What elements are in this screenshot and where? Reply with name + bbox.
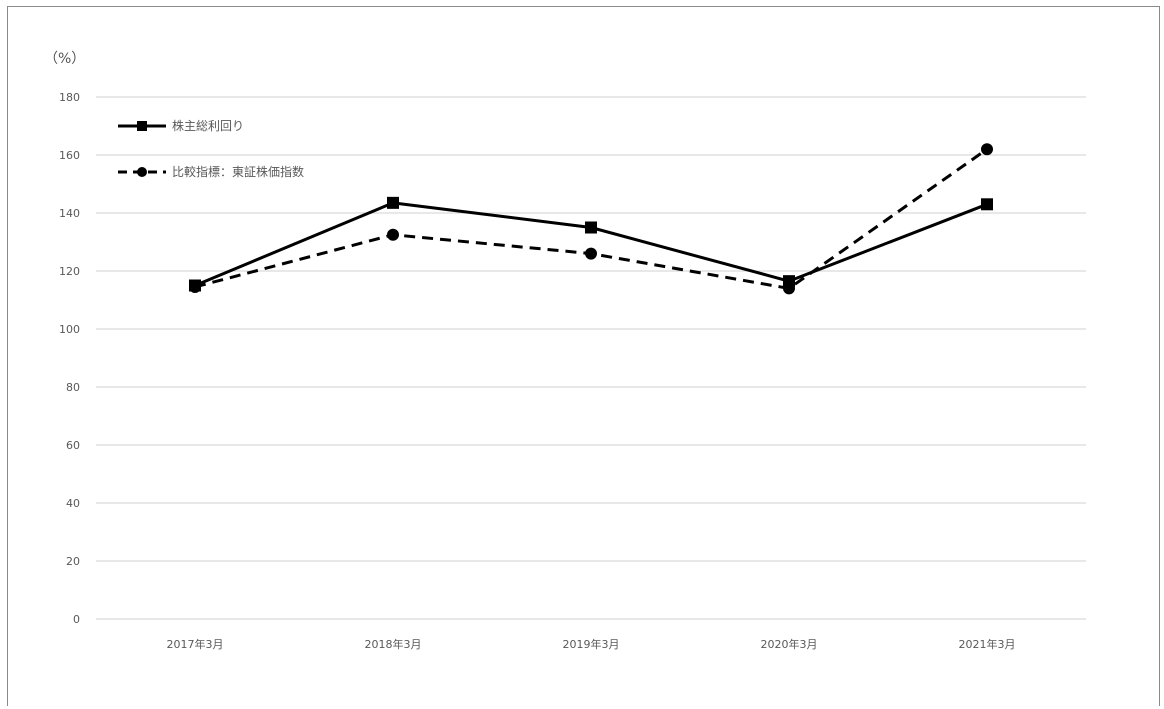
series-lines bbox=[189, 143, 993, 295]
data-point-square bbox=[981, 198, 993, 211]
y-tick-label: 180 bbox=[59, 91, 80, 104]
y-tick-label: 60 bbox=[66, 439, 80, 452]
y-tick-label: 40 bbox=[66, 497, 80, 510]
y-tick-label: 0 bbox=[73, 613, 80, 626]
legend-marker-square bbox=[137, 121, 147, 131]
data-point-circle bbox=[783, 282, 795, 295]
series-line-0 bbox=[194, 201, 988, 287]
y-tick-label: 160 bbox=[59, 149, 80, 162]
data-point-square bbox=[387, 196, 399, 209]
x-tick-label: 2019年3月 bbox=[563, 637, 620, 651]
x-tick-label: 2020年3月 bbox=[761, 637, 818, 651]
data-point-circle bbox=[981, 143, 993, 156]
data-point-circle bbox=[585, 247, 597, 260]
data-point-square bbox=[585, 221, 597, 234]
legend-marker-circle bbox=[137, 167, 147, 177]
series-line-1 bbox=[194, 147, 988, 290]
y-tick-label: 80 bbox=[66, 381, 80, 394]
y-tick-label: 120 bbox=[59, 265, 80, 278]
x-tick-label: 2018年3月 bbox=[365, 637, 422, 651]
data-point-circle bbox=[387, 228, 399, 241]
legend-label-0: 株主総利回り bbox=[172, 118, 244, 133]
x-tick-label: 2021年3月 bbox=[959, 637, 1016, 651]
x-axis-ticks: 2017年3月 2018年3月 2019年3月 2020年3月 2021年3月 bbox=[167, 637, 1016, 651]
y-tick-label: 100 bbox=[59, 323, 80, 336]
x-tick-label: 2017年3月 bbox=[167, 637, 224, 651]
chart-frame bbox=[7, 6, 1160, 706]
legend-label-1: 比較指標：東証株価指数 bbox=[172, 164, 304, 179]
y-tick-label: 20 bbox=[66, 555, 80, 568]
gridlines bbox=[96, 96, 1086, 620]
data-point-circle bbox=[189, 280, 201, 293]
y-tick-label: 140 bbox=[59, 207, 80, 220]
y-axis-unit-label: （%） bbox=[44, 51, 85, 67]
y-axis-ticks: 0 20 40 60 80 100 120 140 160 180 bbox=[59, 91, 80, 626]
